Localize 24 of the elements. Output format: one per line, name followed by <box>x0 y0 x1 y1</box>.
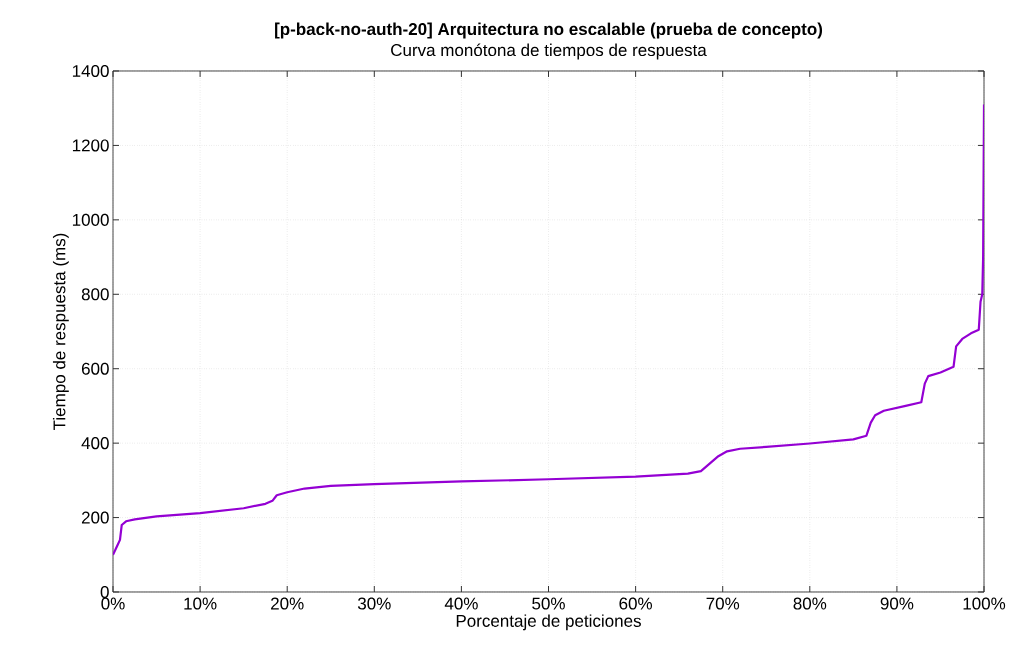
x-axis-title: Porcentaje de peticiones <box>456 614 641 631</box>
x-tick-label: 70% <box>706 597 740 610</box>
x-tick-label: 90% <box>880 597 914 610</box>
y-tick-label: 0 <box>100 585 109 599</box>
x-tick-label: 100% <box>963 597 1006 610</box>
y-tick-label: 1000 <box>72 213 109 226</box>
x-tick-label: 30% <box>357 597 391 610</box>
x-tick-label: 10% <box>184 597 217 610</box>
x-tick-label: 80% <box>793 597 827 610</box>
y-tick-label: 800 <box>81 288 109 301</box>
chart-title: [p-back-no-auth-20] Arquitectura no escalable (prueba de concepto) <box>275 22 823 39</box>
x-tick-label: 50% <box>532 597 565 610</box>
line-series <box>113 103 985 556</box>
y-tick-label: 1200 <box>72 139 109 152</box>
x-tick-label: 20% <box>271 597 304 610</box>
y-axis-title: Tiempo de respuesta (ms) <box>52 233 69 431</box>
y-tick-label: 200 <box>81 511 109 524</box>
y-tick-label: 1400 <box>72 64 109 78</box>
y-tick-label: 400 <box>81 437 109 450</box>
y-tick-label: 600 <box>81 362 109 375</box>
x-tick-label: 60% <box>619 597 653 610</box>
x-tick-label: 0% <box>101 597 125 610</box>
x-tick-label: 40% <box>444 597 478 610</box>
chart-subtitle: Curva monótona de tiempos de respuesta <box>391 43 707 60</box>
